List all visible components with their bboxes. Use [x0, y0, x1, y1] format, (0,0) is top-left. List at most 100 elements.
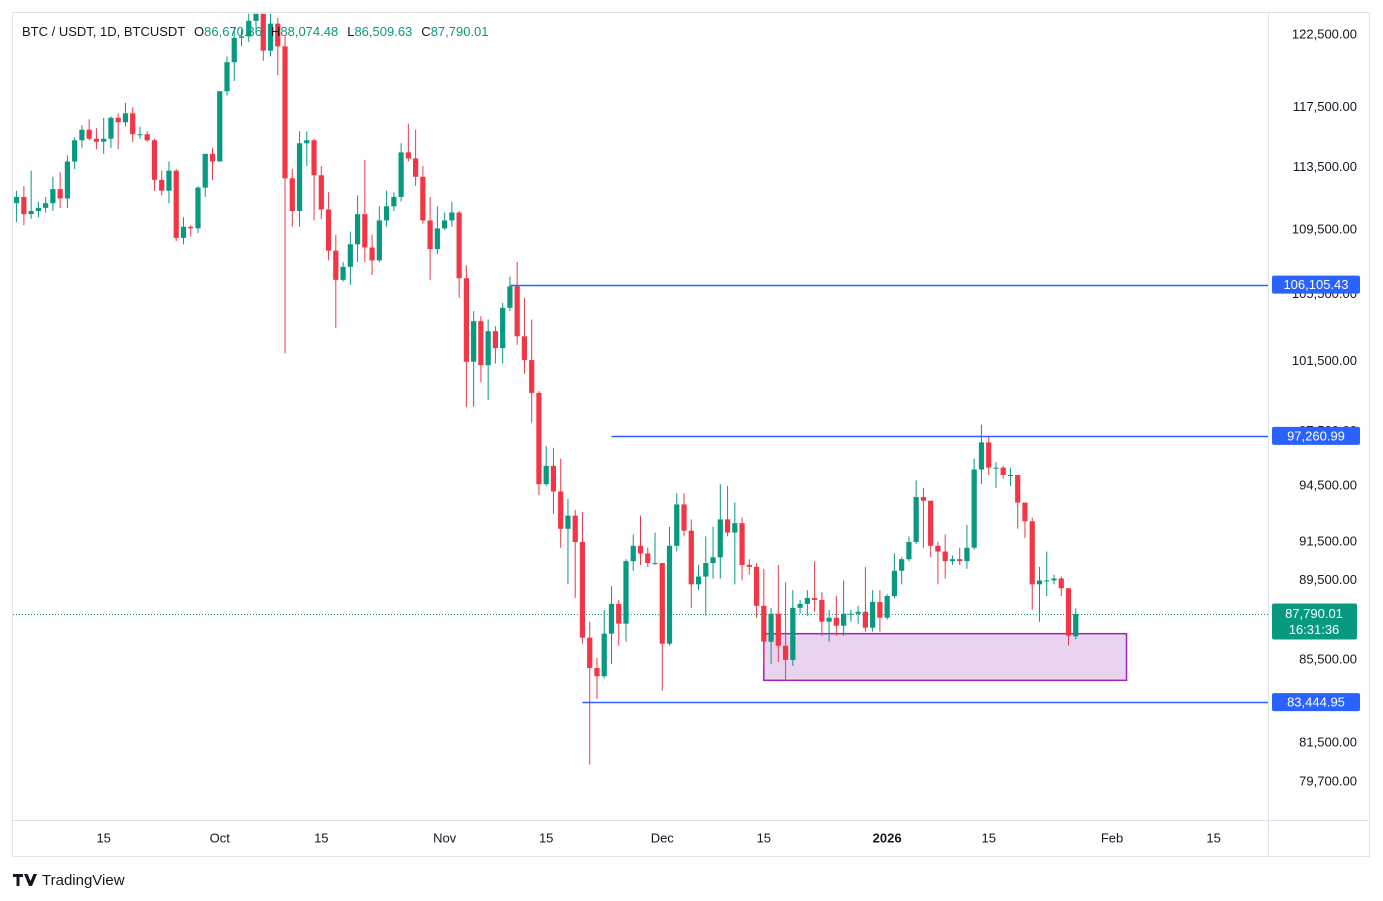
candle-body — [587, 637, 593, 669]
candle-body — [93, 138, 100, 142]
candle-body — [21, 196, 27, 215]
x-tick-label: Feb — [1101, 830, 1123, 845]
candle-body — [318, 175, 324, 210]
candle-body — [354, 214, 361, 245]
candle-body — [536, 392, 542, 485]
footer-brand: TradingView — [42, 872, 125, 889]
candle-body — [717, 519, 723, 558]
candle-body — [790, 607, 796, 660]
candle-body — [122, 113, 129, 123]
candle-body — [362, 214, 368, 248]
candle-body — [703, 563, 709, 577]
candle-body — [500, 307, 506, 349]
candle-body — [289, 178, 295, 211]
candle-body — [217, 91, 223, 162]
ohlc-key: L — [347, 24, 354, 39]
candle-body — [173, 170, 179, 238]
candle-body — [993, 467, 999, 469]
candle-body — [72, 140, 78, 162]
candle-body — [870, 601, 876, 628]
candle-body — [14, 196, 20, 204]
candle-body — [579, 542, 586, 638]
candle-body — [398, 152, 404, 197]
candle-body — [311, 140, 317, 176]
candle-body — [942, 551, 948, 562]
candle-body — [35, 207, 42, 211]
candle-body — [768, 613, 774, 642]
candle-body — [427, 220, 433, 250]
candle-body — [282, 46, 288, 179]
candle-body — [543, 465, 549, 485]
candle-body — [456, 212, 462, 279]
price-zone — [763, 632, 1128, 682]
candle-body — [1000, 467, 1006, 475]
candle-body — [485, 331, 491, 366]
y-tick-label: 94,500.00 — [1299, 477, 1357, 492]
candle-body — [529, 360, 535, 393]
y-tick-label: 89,500.00 — [1299, 572, 1357, 587]
candle-body — [50, 189, 56, 204]
candle-body — [558, 491, 564, 529]
candle-body — [108, 117, 114, 139]
level-badge — [1272, 426, 1360, 445]
candle-body — [369, 247, 375, 261]
ohlc-key: C — [421, 24, 430, 39]
y-tick-label: 81,500.00 — [1299, 735, 1357, 750]
candle-body — [811, 598, 818, 600]
candle-body — [478, 321, 484, 366]
candle-body — [906, 542, 912, 560]
candle-body — [405, 152, 411, 159]
last-price-label: 87,790.01 — [1285, 606, 1343, 621]
candle-body — [841, 613, 847, 626]
candle-body — [957, 559, 963, 562]
y-tick-label: 109,500.00 — [1292, 221, 1357, 236]
candle-body — [144, 134, 150, 141]
candle-body — [325, 209, 332, 251]
x-tick-label: 15 — [314, 830, 328, 845]
candle-body — [833, 617, 839, 626]
candle-body — [674, 504, 680, 546]
candle-body — [695, 576, 702, 585]
candle-body — [666, 545, 673, 644]
level-label: 83,444.95 — [1287, 695, 1345, 710]
y-tick-label: 122,500.00 — [1292, 26, 1357, 41]
candle-body — [1073, 613, 1079, 637]
y-tick-label: 117,500.00 — [1293, 99, 1357, 114]
candle-body — [753, 566, 760, 606]
candle-body — [246, 20, 252, 37]
candle-body — [782, 645, 789, 660]
candle-body — [594, 668, 600, 677]
candle-body — [775, 613, 781, 646]
candle-body — [971, 469, 977, 548]
x-tick-label: 15 — [981, 830, 995, 845]
candle-body — [920, 497, 927, 501]
footer-logo: TradingView — [13, 872, 125, 889]
level-label: 97,260.99 — [1287, 428, 1345, 443]
x-tick-label: 15 — [96, 830, 110, 845]
candle-body — [623, 561, 629, 624]
candle-body — [935, 545, 941, 552]
candle-body — [383, 206, 390, 221]
candle-body — [151, 140, 158, 180]
candle-body — [1029, 521, 1035, 585]
ohlc-value: 86,509.63 — [354, 24, 412, 39]
candle-body — [202, 153, 208, 188]
candle-body — [637, 545, 644, 554]
candle-body — [986, 442, 992, 468]
candle-body — [340, 266, 346, 280]
candle-body — [420, 176, 426, 221]
candle-body — [797, 603, 803, 608]
candle-body — [739, 523, 745, 565]
candle-body — [376, 220, 382, 261]
x-tick-label: 2026 — [873, 830, 902, 845]
candle-body — [304, 140, 310, 144]
candle-body — [1036, 580, 1043, 585]
candle-body — [101, 138, 107, 142]
ohlc-key: O — [194, 24, 204, 39]
candle-body — [688, 530, 694, 585]
candle-body — [616, 603, 622, 624]
candle-body — [1044, 580, 1050, 582]
candle-body — [434, 228, 440, 250]
candle-body — [761, 605, 767, 642]
candle-body — [630, 545, 636, 562]
